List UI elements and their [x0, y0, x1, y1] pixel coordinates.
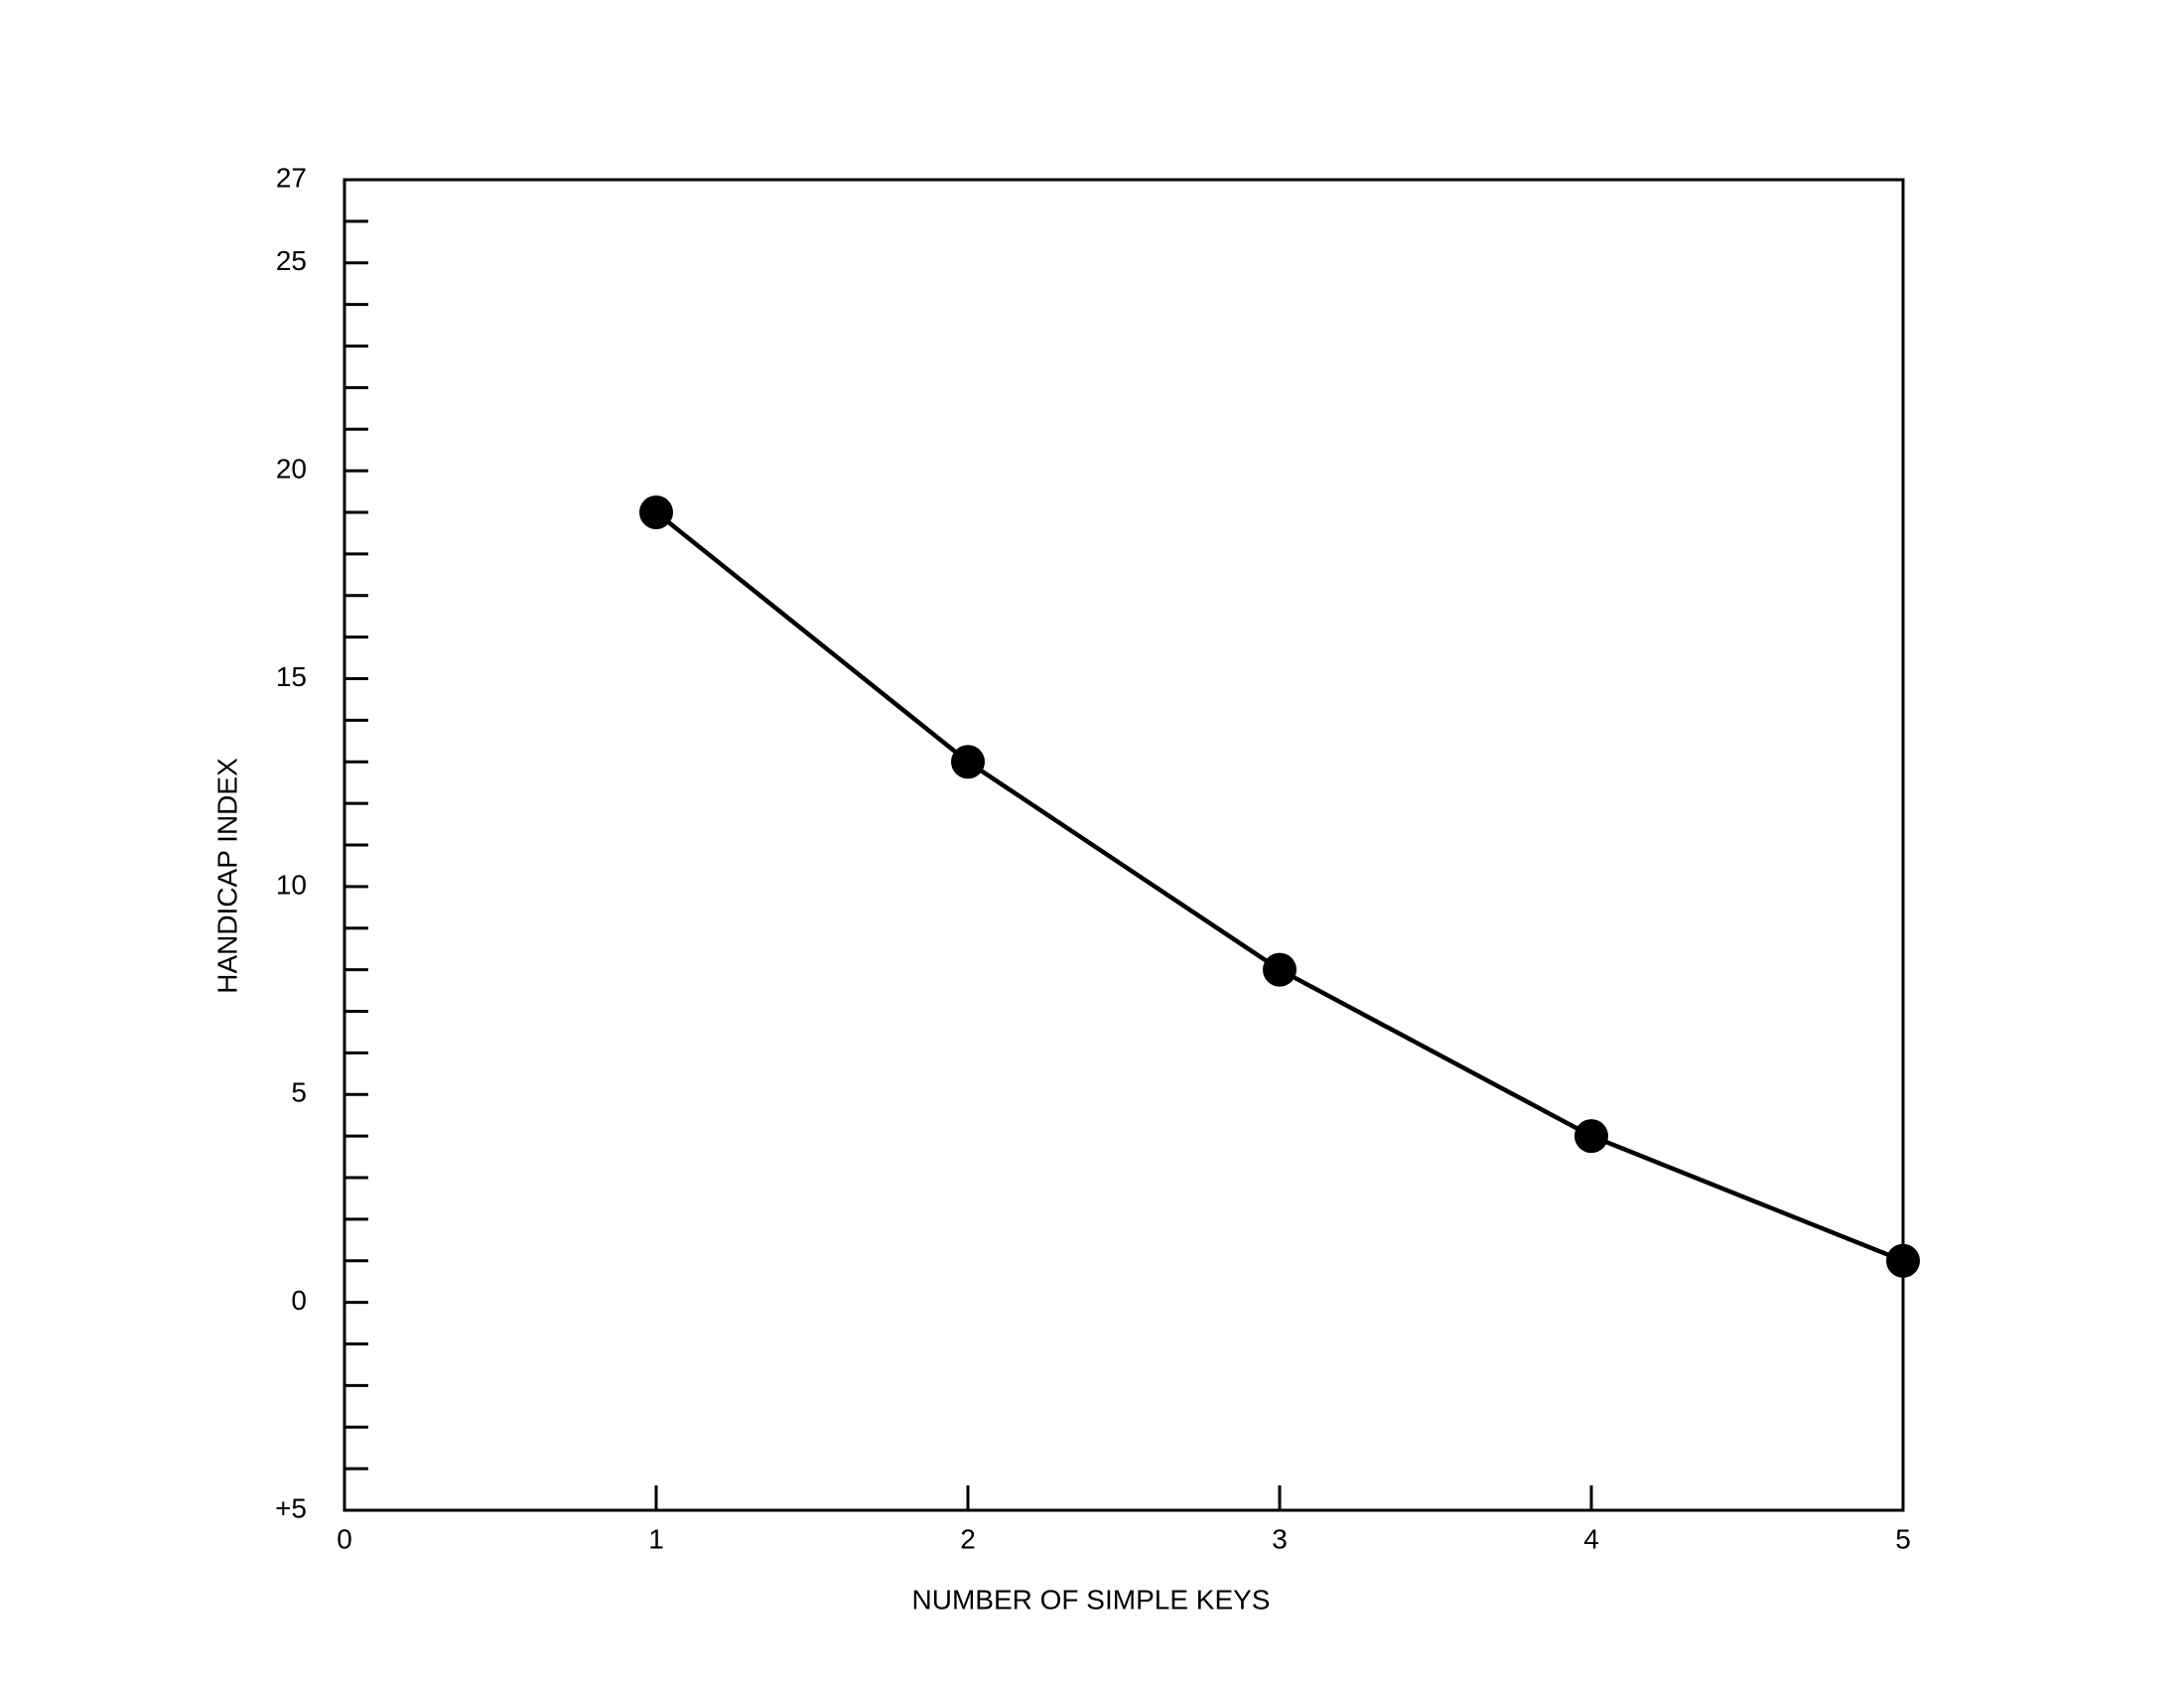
y-tick-label: 15: [276, 661, 307, 692]
x-tick-label: 3: [1272, 1523, 1288, 1554]
plot-frame: [342, 178, 1905, 1512]
x-tick-label: 2: [960, 1523, 976, 1554]
data-line: [654, 510, 1904, 1263]
x-tick-label: 4: [1583, 1523, 1599, 1554]
y-tick-label: 27: [276, 162, 307, 193]
y-tick-label: 20: [276, 454, 307, 485]
y-tick-label: 25: [276, 245, 307, 276]
y-tick-label: 5: [291, 1077, 307, 1108]
data-point: [1263, 952, 1297, 987]
x-tick-label: 5: [1895, 1523, 1911, 1554]
x-tick-label: 1: [648, 1523, 664, 1554]
data-point: [639, 495, 673, 529]
x-tick-label: 0: [337, 1523, 352, 1554]
y-axis-label: HANDICAP INDEX: [211, 758, 242, 994]
x-axis-label: NUMBER OF SIMPLE KEYS: [912, 1584, 1271, 1615]
data-point: [1886, 1243, 1920, 1278]
y-tick-label: 0: [291, 1285, 307, 1316]
data-point: [951, 745, 985, 779]
y-tick-label: +5: [275, 1492, 307, 1523]
data-point: [1574, 1119, 1608, 1154]
y-tick-label: 10: [276, 869, 307, 900]
